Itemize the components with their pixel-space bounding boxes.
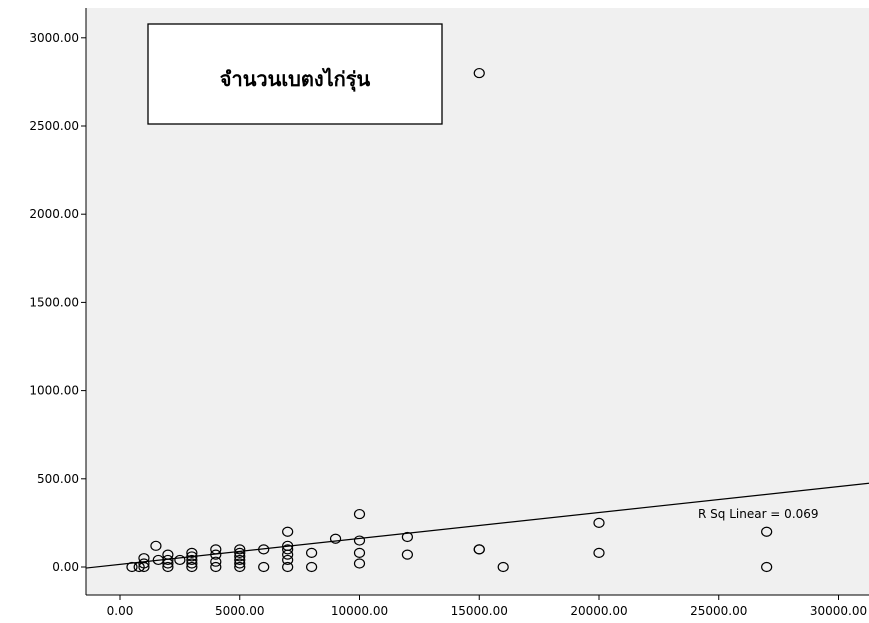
tick-layer: 0.00 500.00 1000.00 1500.00 2000.00 2500.00 30…: [29, 31, 867, 618]
x-tick-label: 30000.00: [810, 604, 867, 618]
data-point: [353, 558, 366, 569]
y-tick-label: 500.00: [37, 472, 79, 486]
data-point: [186, 551, 198, 562]
data-point: [138, 553, 150, 564]
data-point: [353, 547, 366, 558]
data-point: [174, 554, 186, 566]
data-point: [138, 558, 150, 569]
data-point: [162, 554, 174, 566]
data-point: [234, 544, 246, 555]
y-tick-label: 1500.00: [29, 295, 79, 309]
data-point: [210, 549, 222, 560]
data-point: [473, 67, 485, 79]
data-point: [593, 517, 605, 529]
data-point: [210, 561, 222, 573]
x-tick-label: 15000.00: [451, 604, 508, 618]
title-box-frame: [147, 23, 443, 125]
x-tick-label: 5000.00: [215, 604, 265, 618]
data-point: [306, 547, 318, 558]
data-point: [210, 544, 222, 555]
chart-title: จำนวนเบตงไก่รุ่น: [220, 67, 371, 92]
point-layer: [126, 67, 773, 573]
data-point: [258, 544, 270, 555]
data-point: [234, 547, 246, 558]
data-point: [186, 558, 198, 569]
y-tick-label: 2500.00: [29, 119, 79, 133]
x-tick-label: 0.00: [107, 604, 134, 618]
data-point: [401, 549, 413, 560]
data-point: [306, 561, 318, 573]
r-squared-annotation: R Sq Linear = 0.069: [698, 507, 819, 521]
data-point: [761, 526, 773, 537]
data-point: [761, 561, 773, 573]
data-point: [593, 547, 605, 558]
x-tick-label: 20000.00: [570, 604, 627, 618]
data-point: [282, 526, 294, 537]
data-point: [282, 554, 294, 566]
data-point: [473, 544, 485, 555]
data-point: [162, 549, 174, 560]
y-tick-label: 0.00: [52, 560, 79, 574]
data-point: [186, 561, 198, 573]
data-point: [234, 558, 246, 569]
axes: [85, 8, 869, 596]
x-tick-label: 10000.00: [331, 604, 388, 618]
data-point: [186, 547, 198, 558]
data-point: [353, 508, 366, 520]
data-point: [186, 554, 198, 566]
data-point: [282, 540, 294, 551]
data-point: [282, 561, 294, 573]
data-point: [234, 551, 246, 562]
data-point: [234, 554, 246, 566]
y-tick-label: 3000.00: [29, 31, 79, 45]
data-point: [258, 561, 270, 573]
data-point: [401, 531, 413, 543]
x-tick-label: 25000.00: [690, 604, 747, 618]
data-point: [234, 561, 246, 573]
y-tick-label: 1000.00: [29, 384, 79, 398]
data-point: [150, 540, 162, 551]
data-point: [353, 535, 366, 546]
data-point: [162, 561, 174, 573]
data-point: [497, 561, 509, 573]
data-point: [282, 544, 294, 555]
data-point: [126, 561, 138, 573]
data-point: [210, 556, 222, 567]
y-tick-label: 2000.00: [29, 207, 79, 221]
title-box: จำนวนเบตงไก่รุ่น: [147, 23, 443, 125]
data-point: [329, 533, 342, 544]
